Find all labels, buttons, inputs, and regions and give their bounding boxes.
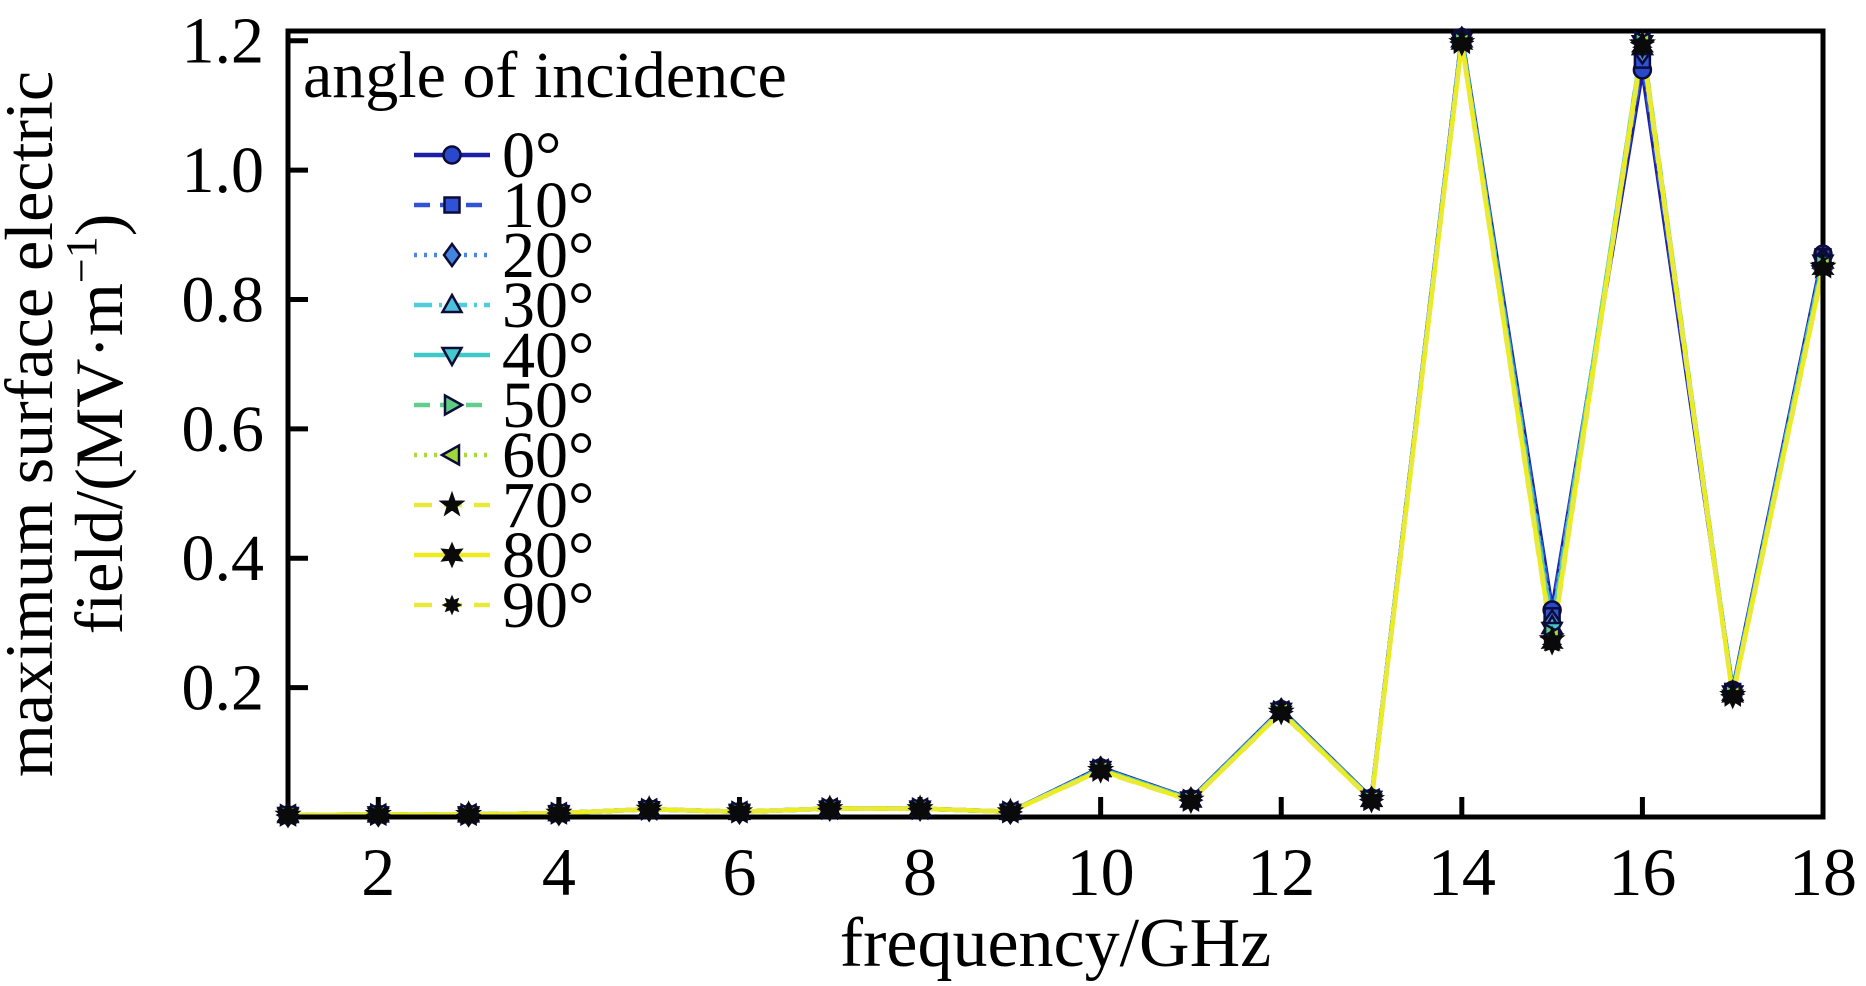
legend-marker-5 [443,393,465,417]
x-tick-label-4: 4 [542,834,576,910]
marker-s9-p2 [458,804,479,825]
x-tick-label-10: 10 [1067,834,1135,910]
legend-entry-2: 20° [414,219,594,292]
marker-s9-p17 [1812,259,1834,281]
legend-label-3: 30° [502,269,594,342]
marker-s9-p10 [1180,790,1202,812]
legend-entry-1: 10° [414,169,594,242]
marker-s9-p16 [1722,686,1744,708]
legend-marker-9 [441,594,463,616]
legend-label-9: 90° [502,569,594,642]
x-tick-label-8: 8 [903,834,937,910]
legend-marker-6 [439,443,461,467]
legend-marker-3 [440,292,464,314]
marker-s9-p12 [1361,789,1382,811]
x-axis-title: frequency/GHz [840,905,1271,982]
legend-label-6: 60° [502,419,594,492]
plot-frame [285,28,1826,820]
marker-s9-p3 [548,802,570,824]
marker-s9-p4 [638,798,660,820]
legend-marker-7 [438,490,466,517]
marker-s9-p13 [1451,33,1473,55]
x-tick-label-12: 12 [1247,834,1315,910]
marker-s9-p7 [909,798,931,819]
y-tick-label-1.0: 1.0 [182,134,265,207]
marker-s9-p15 [1632,36,1653,58]
legend-entry-7: 70° [414,469,594,542]
legend-entry-8: 80° [414,519,594,592]
y-tick-label-0.4: 0.4 [182,522,265,595]
legend-marker-4 [440,346,464,368]
marker-s9-p0 [277,804,299,826]
y-tick-label-0.8: 0.8 [182,263,265,336]
legend-title: angle of incidence [303,39,787,112]
marker-s9-p5 [729,801,750,823]
legend-entry-6: 60° [414,419,594,492]
series-line-9 [287,41,1826,818]
legend-label-5: 50° [502,369,594,442]
legend-marker-8 [440,541,464,569]
x-tick-label-2: 2 [361,834,395,910]
legend-label-0: 0° [502,119,561,192]
legend-marker-1 [443,196,461,214]
legend-entry-0: 0° [414,119,561,192]
legend-label-8: 80° [502,519,594,592]
legend-label-1: 10° [502,169,594,242]
legend-marker-0 [442,145,462,165]
marker-s9-p11 [1270,702,1292,724]
legend-entry-9: 90° [414,569,594,642]
legend-label-2: 20° [502,219,594,292]
y-tick-label-0.2: 0.2 [182,652,265,725]
legend-entry-5: 50° [414,369,594,442]
x-tick-label-14: 14 [1428,834,1496,910]
series-markers [274,25,1837,829]
y-axis-title-line1: maximum surface electric [0,71,67,777]
legend-label-4: 40° [502,319,594,392]
marker-s9-p8 [1000,801,1021,823]
marker-s9-p6 [819,798,841,819]
y-tick-label-0.6: 0.6 [182,393,265,466]
x-tick-label-16: 16 [1608,834,1676,910]
x-tick-label-6: 6 [722,834,756,910]
legend-marker-2 [442,241,462,269]
legend-entry-3: 30° [414,269,594,342]
marker-s9-p9 [1090,760,1111,782]
series-lines [287,35,1826,818]
legend-entry-4: 40° [414,319,594,392]
marker-s9-p1 [367,804,389,825]
y-axis-title-line2: field/(MV·m−1) [57,214,137,635]
legend: angle of incidence0°10°20°30°40°50°60°70… [303,39,787,642]
legend-label-7: 70° [502,469,594,542]
y-tick-label-1.2: 1.2 [182,5,265,78]
marker-s9-p14 [1541,634,1563,655]
x-tick-label-18: 18 [1789,834,1857,910]
